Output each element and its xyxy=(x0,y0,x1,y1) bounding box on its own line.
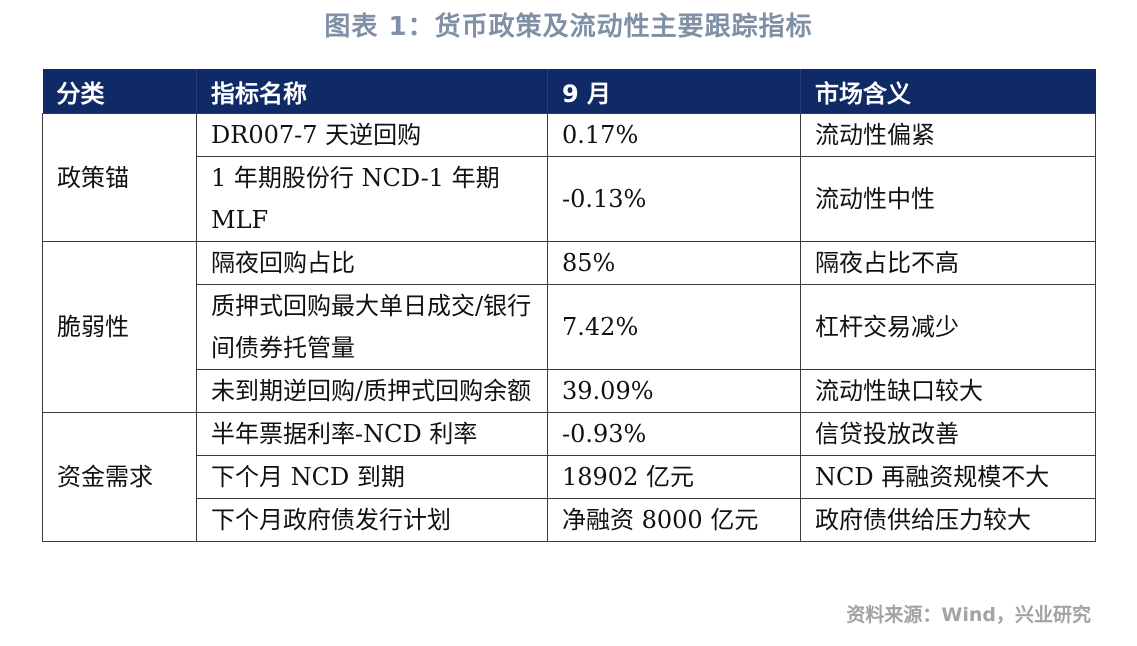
value-cell: -0.13% xyxy=(547,156,801,242)
header-value: 9 月 xyxy=(547,69,801,114)
header-meaning: 市场含义 xyxy=(800,69,1096,114)
meaning-cell: 流动性中性 xyxy=(800,156,1096,242)
meaning-cell: 杠杆交易减少 xyxy=(800,284,1096,370)
indicator-cell: 下个月政府债发行计划 xyxy=(196,498,548,542)
table-header-row: 分类 指标名称 9 月 市场含义 xyxy=(42,69,1096,114)
category-cell: 资金需求 xyxy=(42,412,197,542)
table-row: 下个月政府债发行计划 净融资 8000 亿元 政府债供给压力较大 xyxy=(43,498,1096,542)
value-cell: 净融资 8000 亿元 xyxy=(547,498,801,542)
indicator-cell: DR007-7 天逆回购 xyxy=(196,113,548,157)
meaning-cell: 流动性偏紧 xyxy=(800,113,1096,157)
source-note: 资料来源：Wind，兴业研究 xyxy=(846,604,1091,626)
category-cell: 政策锚 xyxy=(42,113,197,242)
table-row: 下个月 NCD 到期 18902 亿元 NCD 再融资规模不大 xyxy=(43,455,1096,499)
indicator-cell: 半年票据利率-NCD 利率 xyxy=(196,412,548,456)
value-cell: -0.93% xyxy=(547,412,801,456)
table-row: 质押式回购最大单日成交/银行间债券托管量 7.42% 杠杆交易减少 xyxy=(43,284,1096,370)
category-cell: 脆弱性 xyxy=(42,241,197,413)
indicator-cell: 未到期逆回购/质押式回购余额 xyxy=(196,369,548,413)
table-row: 资金需求 半年票据利率-NCD 利率 -0.93% 信贷投放改善 xyxy=(42,412,1096,542)
indicator-cell: 质押式回购最大单日成交/银行间债券托管量 xyxy=(196,284,548,370)
header-indicator: 指标名称 xyxy=(196,69,548,114)
indicator-cell: 下个月 NCD 到期 xyxy=(196,455,548,499)
table-row: 未到期逆回购/质押式回购余额 39.09% 流动性缺口较大 xyxy=(43,369,1096,413)
value-cell: 85% xyxy=(547,241,801,285)
table-row: 政策锚 DR007-7 天逆回购 0.17% 流动性偏紧 xyxy=(42,113,1096,242)
meaning-cell: 政府债供给压力较大 xyxy=(800,498,1096,542)
meaning-cell: 信贷投放改善 xyxy=(800,412,1096,456)
meaning-cell: 隔夜占比不高 xyxy=(800,241,1096,285)
header-category: 分类 xyxy=(42,69,197,114)
indicator-cell: 1 年期股份行 NCD-1 年期 MLF xyxy=(196,156,548,242)
value-cell: 7.42% xyxy=(547,284,801,370)
table-row: 脆弱性 隔夜回购占比 85% 隔夜占比不高 xyxy=(42,241,1096,413)
meaning-cell: 流动性缺口较大 xyxy=(800,369,1096,413)
indicator-table: 分类 指标名称 9 月 市场含义 政策锚 DR007-7 天逆回购 0.17% … xyxy=(42,69,1096,542)
value-cell: 0.17% xyxy=(547,113,801,157)
table-row: 1 年期股份行 NCD-1 年期 MLF -0.13% 流动性中性 xyxy=(43,156,1096,242)
value-cell: 39.09% xyxy=(547,369,801,413)
value-cell: 18902 亿元 xyxy=(547,455,801,499)
indicator-cell: 隔夜回购占比 xyxy=(196,241,548,285)
meaning-cell: NCD 再融资规模不大 xyxy=(800,455,1096,499)
chart-title: 图表 1：货币政策及流动性主要跟踪指标 xyxy=(324,12,813,42)
